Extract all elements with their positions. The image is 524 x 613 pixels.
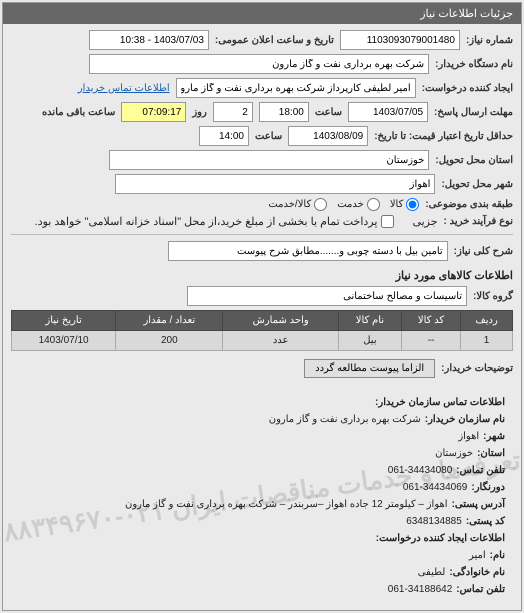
contact-postcode-value: 6348134885: [406, 513, 462, 530]
attachment-button[interactable]: الزاما پیوست مطالعه گردد: [304, 359, 435, 378]
partial-payment-checkbox[interactable]: [381, 215, 394, 228]
req-firstname-label: نام:: [490, 547, 505, 564]
panel: جزئیات اطلاعات نیاز شماره نیاز: تاریخ و …: [2, 2, 522, 611]
contact-block: تعرفه‌ها و خدمات مناقصات ایران ۰۲۱-۸۸۳۴۹…: [11, 388, 513, 604]
contact-org-label: نام سازمان خریدار:: [425, 411, 505, 428]
org-input[interactable]: [89, 54, 429, 74]
min-valid-label: حداقل تاریخ اعتبار قیمت: تا تاریخ:: [374, 131, 513, 142]
req-lastname-label: نام خانوادگی:: [449, 564, 505, 581]
contact-province-value: خوزستان: [435, 445, 473, 462]
number-input[interactable]: [340, 30, 460, 50]
contact-phone-value: 061-34434080: [388, 462, 453, 479]
contact-phone-label: تلفن تماس:: [456, 462, 505, 479]
cell-date: 1403/07/10: [12, 331, 116, 351]
contact-fax-value: 061-34434069: [403, 479, 468, 496]
req-lastname-value: لطیفی: [418, 564, 446, 581]
table-row: 1 -- بیل عدد 200 1403/07/10: [12, 331, 513, 351]
province-input[interactable]: [109, 150, 429, 170]
contact-city-label: شهر:: [483, 428, 505, 445]
process-type-label: نوع فرآیند خرید :: [444, 216, 513, 227]
deadline-time-label: ساعت: [315, 107, 342, 118]
creator-input[interactable]: [176, 78, 416, 98]
datetime-input[interactable]: [89, 30, 209, 50]
need-title-input[interactable]: [168, 241, 448, 261]
goods-section-title: اطلاعات کالاهای مورد نیاز: [11, 269, 513, 282]
days-input[interactable]: [213, 102, 253, 122]
province-label: استان محل تحویل:: [435, 155, 513, 166]
min-valid-time-label: ساعت: [255, 131, 282, 142]
contact-org-value: شرکت بهره برداری نفت و گاز مارون: [269, 411, 421, 428]
th-code: کد کالا: [401, 311, 460, 331]
th-qty: تعداد / مقدار: [116, 311, 223, 331]
table-header-row: ردیف کد کالا نام کالا واحد شمارش تعداد /…: [12, 311, 513, 331]
th-name: نام کالا: [338, 311, 401, 331]
req-firstname-value: امیر: [469, 547, 486, 564]
deadline-date-input[interactable]: [348, 102, 428, 122]
datetime-label: تاریخ و ساعت اعلان عمومی:: [215, 35, 334, 46]
separator: [11, 234, 513, 235]
need-title-label: شرح کلی نیاز:: [454, 246, 513, 257]
cell-code: --: [401, 331, 460, 351]
goods-group-label: گروه کالا:: [473, 291, 513, 302]
th-unit: واحد شمارش: [223, 311, 338, 331]
contact-section-title: اطلاعات تماس سازمان خریدار:: [375, 394, 505, 411]
cell-row: 1: [461, 331, 513, 351]
contact-address-value: اهواز – کیلومتر 12 جاده اهواز –سربندر – …: [125, 496, 448, 513]
partial-payment-group: پرداخت تمام یا بخشی از مبلغ خرید،از محل …: [35, 215, 395, 228]
deadline-time-input[interactable]: [259, 102, 309, 122]
remaining-label: ساعت باقی مانده: [42, 107, 115, 118]
goods-table: ردیف کد کالا نام کالا واحد شمارش تعداد /…: [11, 310, 513, 351]
number-label: شماره نیاز:: [466, 35, 513, 46]
contact-city-value: اهواز: [458, 428, 479, 445]
subject-cat-label: طبقه بندی موضوعی:: [425, 199, 513, 210]
cell-qty: 200: [116, 331, 223, 351]
th-date: تاریخ نیاز: [12, 311, 116, 331]
cell-name: بیل: [338, 331, 401, 351]
cell-unit: عدد: [223, 331, 338, 351]
radio-service[interactable]: خدمت: [337, 198, 380, 211]
form-area: شماره نیاز: تاریخ و ساعت اعلان عمومی: نا…: [3, 24, 521, 610]
city-input[interactable]: [115, 174, 435, 194]
panel-title: جزئیات اطلاعات نیاز: [420, 8, 513, 20]
deadline-label: مهلت ارسال پاسخ:: [434, 107, 513, 118]
attachment-desc-label: توضیحات خریدار:: [441, 363, 513, 374]
radio-goods-service[interactable]: کالا/خدمت: [268, 198, 327, 211]
req-phone-value: 061-34188642: [388, 581, 453, 598]
req-phone-label: تلفن تماس:: [456, 581, 505, 598]
radio-goods[interactable]: کالا: [390, 198, 420, 211]
requester-section-title: اطلاعات ایجاد کننده درخواست:: [376, 530, 505, 547]
min-valid-date-input[interactable]: [288, 126, 368, 146]
contact-address-label: آدرس پستی:: [452, 496, 505, 513]
org-label: نام دستگاه خریدار:: [435, 59, 513, 70]
contact-postcode-label: کد پستی:: [466, 513, 505, 530]
days-label: روز: [192, 107, 207, 118]
goods-group-input[interactable]: [187, 286, 467, 306]
process-type-value: جزیی: [412, 215, 437, 228]
partial-payment-label: پرداخت تمام یا بخشی از مبلغ خرید،از محل …: [35, 215, 378, 228]
remaining-input: [121, 102, 186, 122]
creator-label: ایجاد کننده درخواست:: [422, 83, 513, 94]
min-valid-time-input[interactable]: [199, 126, 249, 146]
city-label: شهر محل تحویل:: [441, 179, 513, 190]
th-row: ردیف: [461, 311, 513, 331]
panel-header: جزئیات اطلاعات نیاز: [3, 3, 521, 24]
subject-radio-group: کالا خدمت کالا/خدمت: [268, 198, 419, 211]
contact-province-label: استان:: [477, 445, 505, 462]
contact-fax-label: دورنگار:: [471, 479, 505, 496]
buyer-contact-link[interactable]: اطلاعات تماس خریدار: [78, 83, 170, 94]
